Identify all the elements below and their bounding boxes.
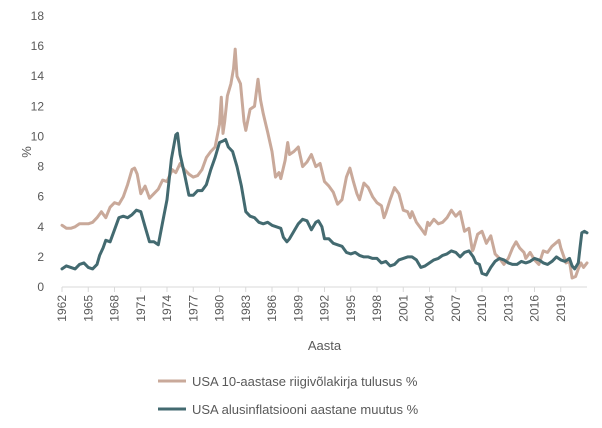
x-tick-label: 2007: [449, 295, 463, 322]
x-tick-label: 2013: [501, 295, 515, 322]
x-tick-label: 1974: [160, 295, 174, 322]
x-tick-label: 1992: [318, 295, 332, 322]
series-line-2: [60, 131, 589, 277]
x-tick-label: 2010: [475, 295, 489, 322]
x-tick-label: 1971: [134, 295, 148, 322]
x-axis-title: Aasta: [308, 338, 342, 353]
y-tick-label: 16: [31, 39, 45, 53]
x-axis-ticks: 1962 1965 1968 1971 1974 1977 1980 1983 1986 1989…: [55, 287, 568, 322]
x-tick-label: 1995: [344, 295, 358, 322]
y-tick-label: 10: [31, 129, 45, 143]
legend: USA 10-aastase riigivõlakirja tulusus % U…: [158, 374, 419, 417]
x-tick-label: 2004: [423, 295, 437, 322]
y-tick-label: 12: [31, 99, 45, 113]
y-axis-title: %: [19, 146, 34, 158]
x-tick-label: 2016: [528, 295, 542, 322]
y-tick-label: 14: [31, 69, 45, 83]
x-tick-label: 1983: [239, 295, 253, 322]
y-tick-label: 0: [37, 280, 44, 294]
x-tick-label: 1965: [81, 295, 95, 322]
x-tick-label: 1989: [291, 295, 305, 322]
y-tick-label: 8: [37, 160, 44, 174]
legend-label-2: USA alusinflatsiooni aastane muutus %: [192, 402, 419, 417]
series-lines: [60, 47, 589, 280]
x-tick-label: 1962: [55, 295, 69, 322]
x-tick-label: 1986: [265, 295, 279, 322]
y-tick-label: 2: [37, 250, 44, 264]
x-tick-label: 2019: [554, 295, 568, 322]
series-line-1: [60, 47, 589, 280]
y-axis-ticks: 0 2 4 6 8 10 12 14 16 18: [31, 9, 45, 294]
x-tick-label: 1998: [370, 295, 384, 322]
legend-label-1: USA 10-aastase riigivõlakirja tulusus %: [192, 374, 418, 389]
y-tick-label: 4: [37, 220, 44, 234]
y-tick-label: 18: [31, 9, 45, 23]
y-tick-label: 6: [37, 190, 44, 204]
x-tick-label: 1980: [213, 295, 227, 322]
x-tick-label: 1968: [108, 295, 122, 322]
x-tick-label: 1977: [186, 295, 200, 322]
x-tick-label: 2001: [396, 295, 410, 322]
